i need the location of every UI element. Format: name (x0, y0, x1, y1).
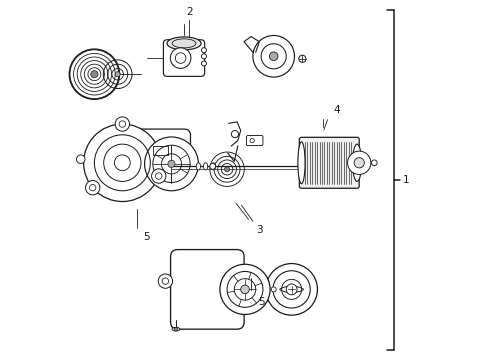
Text: 1: 1 (403, 175, 410, 185)
Circle shape (77, 57, 112, 91)
Circle shape (84, 64, 104, 84)
Circle shape (253, 36, 294, 77)
Circle shape (115, 155, 130, 171)
Ellipse shape (203, 163, 208, 170)
Circle shape (201, 48, 206, 53)
Ellipse shape (211, 163, 216, 170)
Circle shape (74, 53, 115, 95)
FancyBboxPatch shape (246, 135, 263, 145)
Circle shape (220, 264, 270, 315)
Circle shape (175, 53, 186, 63)
Circle shape (201, 61, 206, 66)
Circle shape (210, 163, 216, 169)
Ellipse shape (196, 163, 200, 170)
Circle shape (91, 71, 98, 78)
Circle shape (171, 48, 191, 68)
Circle shape (168, 160, 175, 167)
Circle shape (88, 68, 101, 81)
FancyBboxPatch shape (171, 249, 244, 329)
Circle shape (70, 50, 119, 99)
Circle shape (174, 327, 178, 331)
FancyBboxPatch shape (117, 129, 191, 184)
Circle shape (270, 52, 278, 60)
Text: 5: 5 (143, 232, 149, 242)
Ellipse shape (172, 327, 180, 331)
FancyBboxPatch shape (299, 137, 359, 188)
Circle shape (286, 284, 297, 295)
Text: 3: 3 (256, 225, 262, 235)
Circle shape (299, 55, 306, 62)
Circle shape (84, 124, 161, 202)
Circle shape (241, 285, 249, 294)
Circle shape (115, 72, 120, 77)
Circle shape (271, 287, 276, 292)
Circle shape (354, 158, 365, 168)
Text: 4: 4 (334, 105, 341, 116)
Circle shape (371, 160, 377, 166)
Circle shape (115, 117, 129, 131)
Text: 5: 5 (258, 297, 265, 307)
Circle shape (347, 151, 371, 175)
Circle shape (224, 167, 230, 172)
FancyBboxPatch shape (164, 40, 205, 76)
Circle shape (201, 54, 206, 59)
Circle shape (158, 274, 172, 288)
Ellipse shape (353, 144, 362, 181)
Ellipse shape (172, 39, 196, 48)
Circle shape (145, 137, 198, 191)
Circle shape (76, 155, 85, 163)
Circle shape (81, 60, 108, 88)
Ellipse shape (298, 142, 305, 184)
Ellipse shape (167, 37, 201, 50)
Text: 2: 2 (186, 7, 193, 17)
Circle shape (86, 180, 100, 195)
Circle shape (266, 264, 318, 315)
Circle shape (151, 169, 166, 183)
Circle shape (231, 131, 239, 138)
Bar (153, 145, 168, 155)
